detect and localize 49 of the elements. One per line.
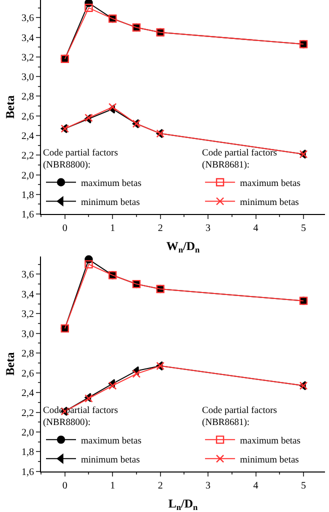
y-tick-label: 2,2 — [22, 150, 34, 162]
x-axis-title: L$_{n}$/D$_{n}$ — [168, 496, 198, 512]
y-tick-label: 3,0 — [22, 328, 34, 340]
legend-label: maximum betas — [81, 436, 142, 446]
legend-label: maximum betas — [240, 436, 301, 446]
y-tick-label: 2,0 — [22, 170, 34, 182]
y-tick-label: 3,4 — [22, 289, 34, 300]
y-tick-label: 3,0 — [22, 72, 34, 84]
x-tick-label: 4 — [253, 480, 258, 492]
y-tick-label: 2,8 — [22, 92, 34, 103]
x-tick-label: 5 — [301, 223, 306, 234]
y-tick-label: 3,4 — [22, 32, 34, 44]
y-tick-label: 2,6 — [22, 111, 34, 122]
x-tick-label: 2 — [158, 223, 163, 234]
x-tick-label: 1 — [110, 223, 116, 234]
y-tick-label: 3,6 — [22, 270, 34, 281]
text: Code partial factors (NBR8800): — [43, 148, 118, 171]
y-tick-label: 3,2 — [22, 309, 34, 320]
x-tick-label: 0 — [62, 223, 68, 234]
y-tick-label: 1,6 — [22, 210, 34, 221]
x-tick-label: 1 — [110, 480, 116, 492]
x-tick-label: 3 — [206, 480, 211, 492]
x-tick-label: 0 — [62, 480, 68, 492]
y-tick-label: 3,2 — [22, 52, 34, 64]
x-tick-label: 3 — [206, 223, 211, 234]
legend-label: minimum betas — [240, 198, 300, 208]
text: Code partial factors (NBR8681): — [202, 148, 277, 171]
y-axis-title: Beta — [2, 95, 17, 119]
y-tick-label: 2,4 — [22, 130, 34, 142]
y-tick-label: 1,8 — [22, 447, 34, 458]
y-tick-label: 2,6 — [22, 368, 34, 380]
y-tick-label: 2,8 — [22, 348, 34, 360]
y-tick-label: 2,2 — [22, 408, 34, 419]
x-tick-label: 2 — [158, 480, 163, 492]
y-tick-label: 1,6 — [22, 466, 34, 478]
legend-label: maximum betas — [240, 178, 301, 189]
y-tick-label: 2,4 — [22, 388, 34, 400]
legend-label: maximum betas — [81, 178, 142, 189]
legend-label: minimum betas — [81, 455, 140, 466]
text: Code partial factors (NBR8681): — [202, 406, 277, 428]
y-axis-title: Beta — [2, 352, 17, 376]
y-tick-label: 1,8 — [22, 190, 34, 201]
x-axis-title: W$_{n}$/D$_{n}$ — [166, 238, 200, 254]
legend-label: minimum betas — [240, 455, 300, 466]
legend-label: minimum betas — [81, 198, 140, 208]
y-tick-label: 2,0 — [22, 428, 34, 439]
x-tick-label: 5 — [301, 480, 306, 492]
y-tick-label: 3,6 — [22, 13, 34, 24]
x-tick-label: 4 — [253, 223, 258, 234]
